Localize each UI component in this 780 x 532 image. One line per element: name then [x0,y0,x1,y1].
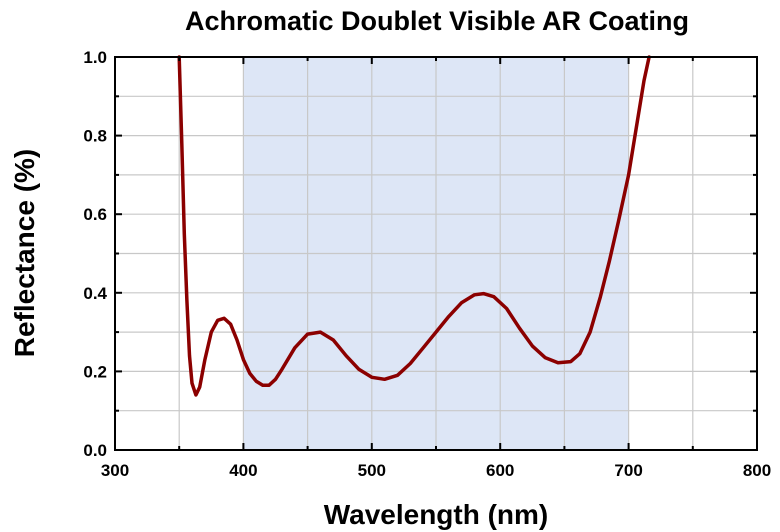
x-tick-label: 400 [229,461,257,480]
chart-title: Achromatic Doublet Visible AR Coating [185,6,689,36]
x-axis-title: Wavelength (nm) [324,499,549,530]
y-tick-label: 0.6 [83,205,107,224]
series-line-0 [177,55,651,397]
y-tick-label: 0.0 [83,441,107,460]
x-tick-labels: 300 400 500 600 700 800 [101,461,771,480]
x-tick-label: 600 [486,461,514,480]
x-tick-label: 500 [358,461,386,480]
y-tick-label: 1.0 [83,48,107,67]
y-tick-label: 0.4 [83,284,107,303]
x-tick-label: 800 [743,461,771,480]
y-tick-labels: 0.0 0.2 0.4 0.6 0.8 1.0 [83,48,107,460]
series-layer [177,55,651,397]
tick-layer [114,56,758,451]
grid-layer [115,57,757,450]
x-tick-label: 300 [101,461,129,480]
y-tick-label: 0.2 [83,362,107,381]
y-tick-label: 0.8 [83,127,107,146]
y-axis-title: Reflectance (%) [9,149,40,358]
x-tick-label: 700 [614,461,642,480]
